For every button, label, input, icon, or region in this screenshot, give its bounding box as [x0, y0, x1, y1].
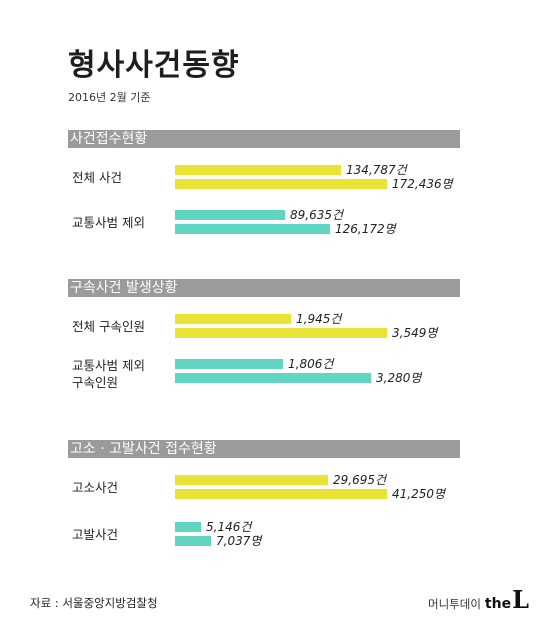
- bar-value-label: 7,037명: [216, 534, 262, 548]
- bar-value-label: 29,695건: [333, 473, 387, 487]
- bar: [175, 536, 211, 546]
- bar-value-label: 89,635건: [290, 208, 344, 222]
- bar: [175, 314, 291, 324]
- bar-value-label: 41,250명: [392, 487, 446, 501]
- bar: [175, 179, 387, 189]
- bar-value-label: 172,436명: [392, 177, 453, 191]
- bar-value-label: 3,549명: [392, 326, 438, 340]
- bar: [175, 210, 285, 220]
- row-label: 전체 사건: [72, 170, 122, 185]
- row-label: 교통사범 제외 구속인원: [72, 358, 145, 390]
- row-label: 고소사건: [72, 480, 119, 495]
- bar: [175, 165, 341, 175]
- section-header: 고소 · 고발사건 접수현황: [68, 440, 460, 458]
- bar: [175, 475, 328, 485]
- bar: [175, 359, 283, 369]
- bar: [175, 522, 201, 532]
- section-header: 구속사건 발생상황: [68, 279, 460, 297]
- logo-the-text: the: [484, 596, 512, 612]
- bar-value-label: 5,146건: [206, 520, 252, 534]
- row-label: 교통사범 제외: [72, 215, 145, 230]
- bar: [175, 224, 330, 234]
- section-header: 사건접수현황: [68, 130, 460, 148]
- bar-value-label: 126,172명: [335, 222, 396, 236]
- source-note: 자료 : 서울중앙지방검찰청: [30, 596, 158, 610]
- bar-value-label: 1,806건: [288, 357, 334, 371]
- bar: [175, 373, 371, 383]
- bar-value-label: 1,945건: [296, 312, 342, 326]
- row-label: 고발사건: [72, 527, 119, 542]
- row-label: 전체 구속인원: [72, 319, 145, 334]
- bar: [175, 489, 387, 499]
- logo-brand-text: 머니투데이: [428, 597, 481, 611]
- logo-l-text: L: [512, 585, 529, 614]
- page-title: 형사사건동향: [68, 48, 240, 83]
- bar-value-label: 134,787건: [346, 163, 407, 177]
- brand-logo: 머니투데이 the L: [428, 585, 529, 614]
- bar-value-label: 3,280명: [376, 371, 422, 385]
- bar: [175, 328, 387, 338]
- page-subtitle: 2016년 2월 기준: [68, 91, 151, 104]
